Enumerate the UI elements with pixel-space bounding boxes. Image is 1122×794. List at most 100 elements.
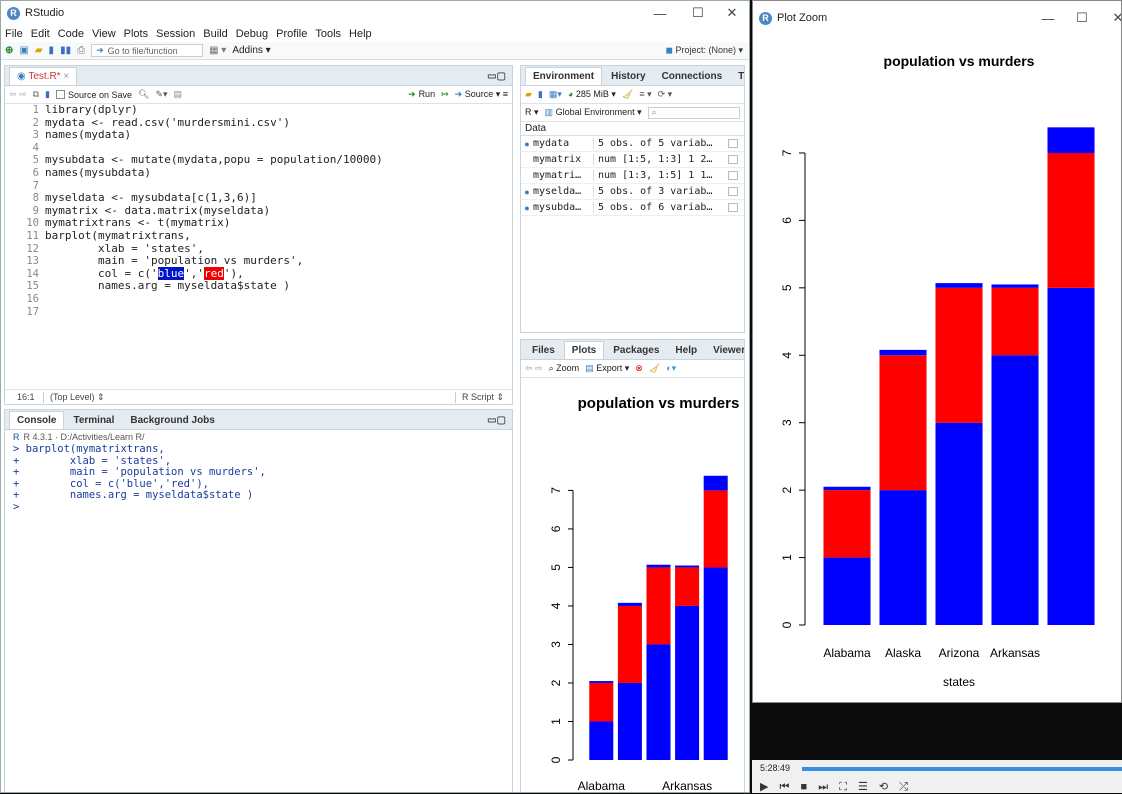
menu-session[interactable]: Session bbox=[156, 27, 196, 40]
source-on-save-checkbox[interactable]: Source on Save bbox=[55, 90, 132, 100]
close-tab-icon[interactable]: × bbox=[63, 71, 70, 82]
memory-usage[interactable]: ◕ 285 MiB ▾ bbox=[567, 89, 616, 99]
view-data-icon[interactable] bbox=[728, 203, 738, 212]
r-language-selector[interactable]: R ▾ bbox=[525, 107, 539, 117]
pane-minmax-icon[interactable]: ▭▢ bbox=[487, 415, 506, 426]
save-file-icon[interactable]: ▮ bbox=[45, 89, 50, 99]
code-line: 16 bbox=[5, 293, 512, 306]
search-icon[interactable]: 🔍︎ bbox=[138, 89, 150, 99]
list-view-icon[interactable]: ≡ ▾ bbox=[639, 89, 652, 99]
export-button[interactable]: ▤ Export ▾ bbox=[585, 363, 630, 373]
broom-icon[interactable]: 🧹︎ bbox=[621, 89, 634, 99]
play-icon[interactable]: ▶ bbox=[760, 781, 773, 793]
expand-icon[interactable]: ● bbox=[524, 202, 530, 213]
minimize-icon[interactable]: — bbox=[653, 5, 667, 21]
tab-environment[interactable]: Environment bbox=[525, 67, 603, 85]
env-row[interactable]: ● myselda… 5 obs. of 3 variab… bbox=[521, 184, 744, 200]
playlist-icon[interactable]: ☰ bbox=[857, 781, 872, 793]
addins-button[interactable]: Addins ▾ bbox=[232, 45, 271, 56]
menu-code[interactable]: Code bbox=[57, 27, 84, 40]
tab-help[interactable]: Help bbox=[675, 345, 698, 356]
save-icon[interactable]: ▮ bbox=[48, 45, 55, 56]
close-icon[interactable]: ✕ bbox=[726, 5, 738, 20]
env-row[interactable]: ● mydata 5 obs. of 5 variab… bbox=[521, 136, 744, 152]
menu-help[interactable]: Help bbox=[349, 27, 372, 40]
show-in-window-icon[interactable]: ⧉ bbox=[32, 89, 40, 99]
env-row[interactable]: ● mysubda… 5 obs. of 6 variab… bbox=[521, 200, 744, 216]
stop-icon[interactable]: ■ bbox=[800, 781, 812, 793]
scope-selector[interactable]: (Top Level) ⇕ bbox=[43, 391, 105, 403]
project-menu[interactable]: ◼ Project: (None) ▾ bbox=[665, 45, 743, 55]
back-icon[interactable]: ⇦ ⇨ bbox=[9, 89, 27, 99]
tab-viewer[interactable]: Viewer bbox=[713, 345, 745, 356]
tab-test-r[interactable]: ◉ Test.R* × bbox=[9, 67, 78, 85]
zoom-button[interactable]: ⌕ Zoom bbox=[548, 363, 580, 373]
line-number: 13 bbox=[26, 255, 39, 268]
next-icon[interactable]: ⏭ bbox=[818, 781, 833, 793]
rerun-icon[interactable]: ↦ bbox=[441, 89, 449, 99]
refresh-icon[interactable]: ⟳ ▾ bbox=[657, 89, 673, 99]
wand-icon[interactable]: ✎▾ bbox=[155, 89, 168, 99]
tab-console[interactable]: Console bbox=[9, 411, 65, 429]
expand-icon[interactable]: ● bbox=[524, 138, 530, 149]
pane-minmax-icon[interactable]: ▭▢ bbox=[487, 71, 506, 82]
prev-plot-icon[interactable]: ⇦ ⇨ bbox=[525, 363, 543, 373]
seek-bar[interactable] bbox=[802, 767, 1122, 771]
prev-icon[interactable]: ⏮ bbox=[779, 781, 794, 793]
console-output[interactable]: > barplot(mymatrixtrans, + xlab = 'states… bbox=[5, 443, 512, 513]
menu-tools[interactable]: Tools bbox=[315, 27, 342, 40]
menu-plots[interactable]: Plots bbox=[123, 27, 149, 40]
source-button[interactable]: ➜ Source ▾ ≡ bbox=[454, 89, 508, 99]
run-button[interactable]: ➜ Run bbox=[408, 89, 436, 99]
tab-background-jobs[interactable]: Background Jobs bbox=[130, 415, 215, 426]
tab-t[interactable]: T bbox=[738, 71, 745, 82]
save-workspace-icon[interactable]: ▮ bbox=[537, 89, 543, 99]
shuffle-icon[interactable]: ⤮ bbox=[899, 781, 912, 793]
view-data-icon[interactable] bbox=[728, 155, 738, 164]
menu-file[interactable]: File bbox=[5, 27, 23, 40]
clear-plots-icon[interactable]: 🧹︎ bbox=[648, 363, 661, 373]
remove-plot-icon[interactable]: ⊗ bbox=[635, 363, 643, 373]
new-project-icon[interactable]: ▣ bbox=[19, 45, 29, 56]
maximize-icon[interactable]: ☐ bbox=[1076, 10, 1088, 25]
open-file-icon[interactable]: ▰ bbox=[34, 45, 43, 56]
publish-icon[interactable]: ◐▾ bbox=[666, 363, 677, 373]
grid-icon[interactable]: ▦ ▾ bbox=[209, 45, 227, 56]
menu-profile[interactable]: Profile bbox=[276, 27, 308, 40]
load-workspace-icon[interactable]: ▰ bbox=[525, 89, 532, 99]
print-icon[interactable]: ⎙ bbox=[77, 45, 86, 56]
minimize-icon[interactable]: — bbox=[1041, 10, 1055, 26]
menu-build[interactable]: Build bbox=[203, 27, 228, 40]
menu-edit[interactable]: Edit bbox=[30, 27, 50, 40]
tab-connections[interactable]: Connections bbox=[661, 71, 723, 82]
view-data-icon[interactable] bbox=[728, 187, 738, 196]
import-dataset-icon[interactable]: ▦▾ bbox=[548, 89, 562, 99]
close-icon[interactable]: ✕ bbox=[1099, 1, 1121, 35]
loop-icon[interactable]: ⟲ bbox=[878, 781, 893, 793]
env-search-input[interactable]: ⌕ bbox=[647, 106, 740, 119]
line-number: 1 bbox=[32, 104, 39, 116]
notebook-icon[interactable]: ▤ bbox=[173, 89, 183, 99]
env-row[interactable]: mymatri… num [1:3, 1:5] 1 1… bbox=[521, 168, 744, 184]
view-data-icon[interactable] bbox=[728, 139, 738, 148]
save-all-icon[interactable]: ▮▮ bbox=[60, 45, 72, 56]
tab-packages[interactable]: Packages bbox=[613, 345, 660, 356]
goto-file-input[interactable]: ➜ Go to file/function bbox=[91, 44, 204, 57]
tab-plots[interactable]: Plots bbox=[563, 341, 605, 359]
menu-debug[interactable]: Debug bbox=[235, 27, 269, 40]
view-data-icon[interactable] bbox=[728, 171, 738, 180]
tab-history[interactable]: History bbox=[611, 71, 646, 82]
new-file-icon[interactable]: ⊕ bbox=[5, 45, 14, 56]
console-line: + xlab = 'states', bbox=[13, 454, 172, 467]
fullscreen-icon[interactable]: ⛶ bbox=[839, 781, 851, 793]
menu-view[interactable]: View bbox=[92, 27, 116, 40]
tab-files[interactable]: Files bbox=[532, 345, 555, 356]
expand-icon[interactable]: ● bbox=[524, 186, 530, 197]
bar-segment bbox=[991, 284, 1039, 288]
tab-terminal[interactable]: Terminal bbox=[73, 415, 115, 426]
code-editor[interactable]: 1 library(dplyr) 2 mydata <- read.csv('murd… bbox=[5, 103, 512, 374]
global-env-selector[interactable]: ▥ Global Environment ▾ bbox=[544, 107, 642, 117]
env-row[interactable]: mymatrix num [1:5, 1:3] 1 2… bbox=[521, 152, 744, 168]
filetype-selector[interactable]: R Script ⇕ bbox=[454, 391, 504, 403]
maximize-icon[interactable]: ☐ bbox=[692, 5, 704, 20]
